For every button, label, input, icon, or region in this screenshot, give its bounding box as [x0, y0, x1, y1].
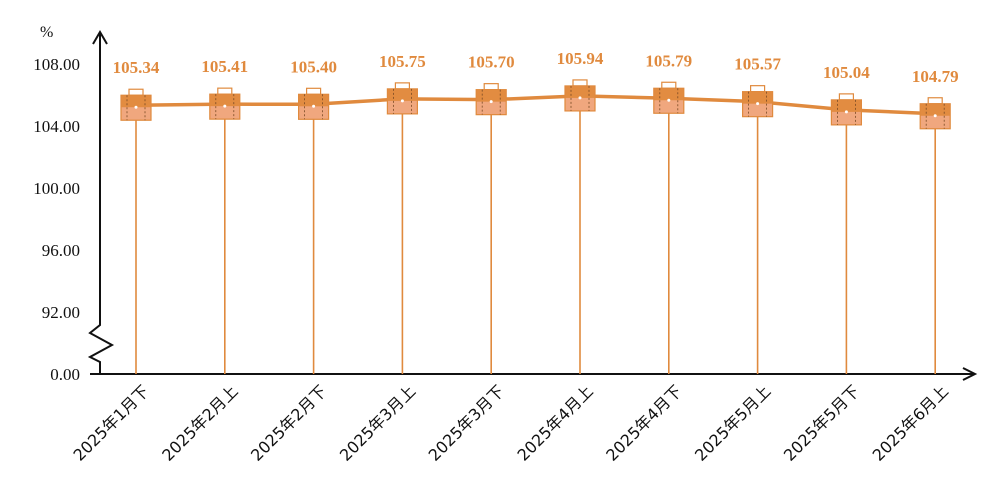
data-label: 105.34 [113, 58, 160, 77]
x-tick-label: 2025年6月上 [869, 381, 952, 464]
data-point-marker [919, 97, 951, 130]
x-tick-label: 2025年2月下 [247, 381, 330, 464]
data-label: 105.70 [468, 53, 515, 72]
data-point-marker [298, 87, 330, 120]
data-label: 105.94 [557, 49, 604, 68]
data-label: 105.04 [823, 63, 870, 82]
y-axis-arrow [92, 30, 108, 45]
data-label: 105.41 [201, 57, 248, 76]
y-tick-label: 92.00 [42, 303, 80, 322]
data-label: 105.57 [734, 55, 781, 74]
x-axis-arrow [962, 367, 978, 381]
series-line [135, 94, 936, 116]
data-point-marker [475, 83, 507, 116]
data-label: 105.40 [290, 57, 337, 76]
x-tick-label: 2025年3月上 [336, 381, 419, 464]
data-label: 104.79 [912, 67, 959, 86]
data-point-marker [564, 79, 596, 112]
y-tick-label: 100.00 [33, 179, 80, 198]
y-tick-label: 0.00 [50, 365, 80, 384]
data-point-marker [120, 88, 152, 121]
y-tick-label: 96.00 [42, 241, 80, 260]
data-label: 105.75 [379, 52, 426, 71]
data-point-marker [653, 81, 685, 114]
x-tick-label: 2025年4月上 [513, 381, 596, 464]
y-tick-label: 108.00 [33, 55, 80, 74]
x-tick-label: 2025年5月上 [691, 381, 774, 464]
x-tick-label: 2025年1月下 [69, 381, 152, 464]
x-tick-label: 2025年2月上 [158, 381, 241, 464]
data-point-marker [386, 82, 418, 115]
y-axis-unit: % [40, 24, 53, 41]
x-tick-label: 2025年5月下 [780, 381, 863, 464]
data-point-marker [830, 93, 863, 126]
data-label: 105.79 [645, 51, 692, 70]
x-tick-label: 2025年3月下 [425, 381, 508, 464]
x-tick-label: 2025年4月下 [602, 381, 685, 464]
data-point-marker [741, 85, 774, 118]
y-tick-label: 104.00 [33, 117, 80, 136]
data-point-marker [209, 87, 241, 120]
y-axis [87, 32, 115, 374]
